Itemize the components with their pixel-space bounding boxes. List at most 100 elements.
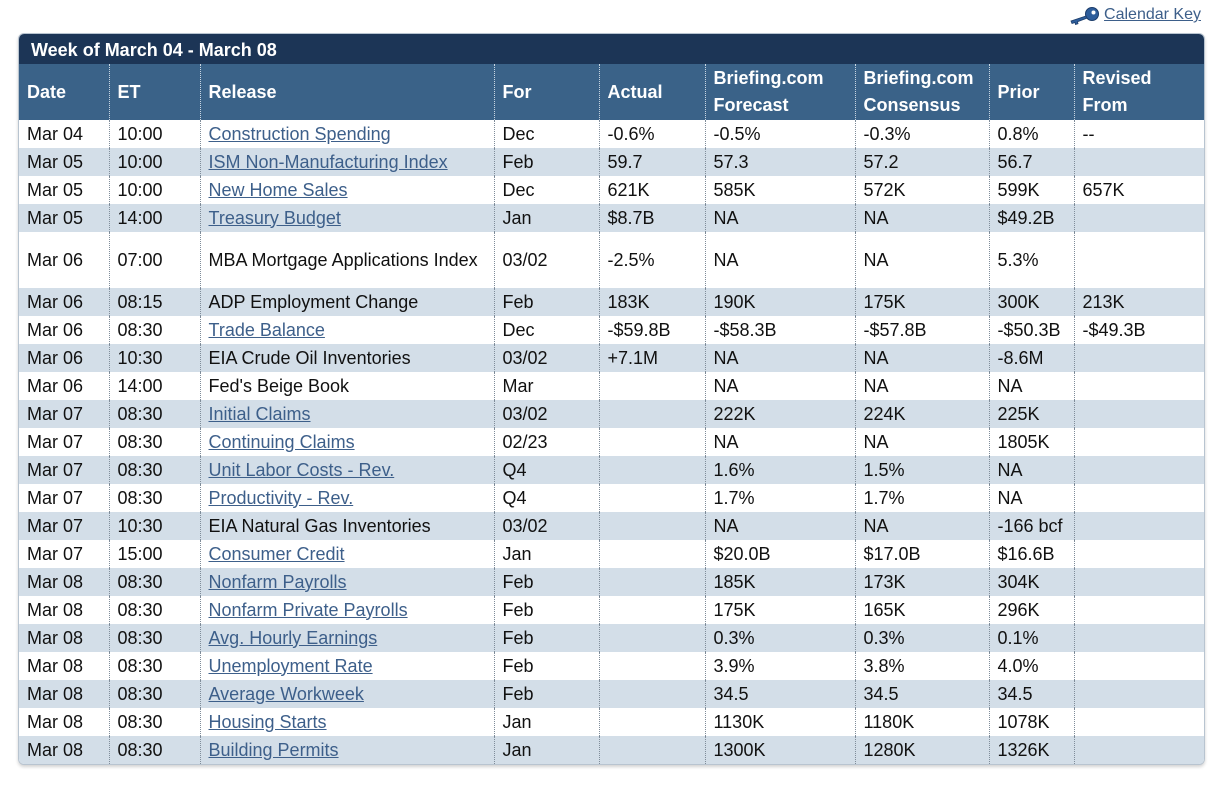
cell-prior: NA: [989, 456, 1075, 484]
cell-actual: -0.6%: [599, 120, 706, 148]
cell-release: Housing Starts: [200, 708, 495, 736]
release-link[interactable]: Initial Claims: [208, 403, 311, 424]
release-link[interactable]: Unemployment Rate: [208, 655, 373, 676]
release-link[interactable]: Trade Balance: [208, 319, 325, 340]
cell-release: Nonfarm Payrolls: [200, 568, 495, 596]
table-row: Mar 05 14:00 Treasury Budget Jan $8.7B NA NA $4…: [19, 204, 1204, 232]
cell-for: Jan: [494, 540, 600, 568]
cell-forecast: $20.0B: [705, 540, 856, 568]
release-link[interactable]: Consumer Credit: [208, 543, 345, 564]
table-row: Mar 04 10:00 Construction Spending Dec -0.6%…: [19, 120, 1204, 148]
cell-for: Jan: [494, 708, 600, 736]
table-row: Mar 06 08:30 Trade Balance Dec -$59.8B -$58.3…: [19, 316, 1204, 344]
cell-forecast: 34.5: [705, 680, 856, 708]
cell-date: Mar 05: [19, 148, 110, 176]
cell-forecast: 175K: [705, 596, 856, 624]
release-link[interactable]: Continuing Claims: [208, 431, 355, 452]
cell-for: 03/02: [494, 512, 600, 540]
cell-release: Productivity - Rev.: [200, 484, 495, 512]
cell-for: Feb: [494, 680, 600, 708]
cell-revised: [1074, 540, 1204, 568]
table-row: Mar 06 08:15 ADP Employment Change Feb 183K 1…: [19, 288, 1204, 316]
cell-prior: -8.6M: [989, 344, 1075, 372]
cell-et: 15:00: [109, 540, 201, 568]
cell-consensus: -$57.8B: [855, 316, 990, 344]
cell-for: 03/02: [494, 232, 600, 288]
cell-for: Mar: [494, 372, 600, 400]
header-forecast-line1: Briefing.com: [713, 68, 824, 88]
cell-release: ISM Non-Manufacturing Index: [200, 148, 495, 176]
cell-date: Mar 08: [19, 624, 110, 652]
calendar-key-link[interactable]: Calendar Key: [1068, 5, 1201, 25]
cell-prior: -$50.3B: [989, 316, 1075, 344]
cell-for: Dec: [494, 316, 600, 344]
cell-prior: 1805K: [989, 428, 1075, 456]
economic-calendar-panel: Week of March 04 - March 08 Date ET Rele…: [18, 33, 1205, 765]
release-link[interactable]: Housing Starts: [208, 711, 327, 732]
cell-actual: [599, 512, 706, 540]
header-release: Release: [200, 64, 495, 120]
release-link[interactable]: Building Permits: [208, 739, 339, 760]
cell-actual: [599, 428, 706, 456]
cell-release: Unemployment Rate: [200, 652, 495, 680]
header-consensus-line1: Briefing.com: [863, 68, 974, 88]
cell-actual: $8.7B: [599, 204, 706, 232]
cell-revised: [1074, 204, 1204, 232]
release-link[interactable]: Nonfarm Payrolls: [208, 571, 347, 592]
cell-forecast: 57.3: [705, 148, 856, 176]
release-link[interactable]: Treasury Budget: [208, 207, 341, 228]
key-icon[interactable]: [1068, 5, 1100, 25]
cell-date: Mar 08: [19, 652, 110, 680]
cell-prior: -166 bcf: [989, 512, 1075, 540]
cell-consensus: 1280K: [855, 736, 990, 764]
cell-et: 08:30: [109, 484, 201, 512]
cell-prior: NA: [989, 372, 1075, 400]
cell-prior: 34.5: [989, 680, 1075, 708]
cell-release: EIA Crude Oil Inventories: [200, 344, 495, 372]
release-link[interactable]: New Home Sales: [208, 179, 348, 200]
cell-for: Jan: [494, 204, 600, 232]
release-link[interactable]: Average Workweek: [208, 683, 364, 704]
cell-release: EIA Natural Gas Inventories: [200, 512, 495, 540]
release-link[interactable]: Nonfarm Private Payrolls: [208, 599, 408, 620]
week-title: Week of March 04 - March 08: [19, 34, 1204, 64]
cell-release: MBA Mortgage Applications Index: [200, 232, 495, 288]
header-date: Date: [19, 64, 110, 120]
cell-release: Continuing Claims: [200, 428, 495, 456]
cell-release: ADP Employment Change: [200, 288, 495, 316]
header-actual: Actual: [599, 64, 706, 120]
cell-revised: [1074, 512, 1204, 540]
cell-consensus: 0.3%: [855, 624, 990, 652]
table-header-row: Date ET Release For Actual Briefing.com F…: [19, 64, 1204, 120]
header-for: For: [494, 64, 600, 120]
cell-actual: 59.7: [599, 148, 706, 176]
calendar-key-label[interactable]: Calendar Key: [1104, 6, 1201, 23]
cell-revised: [1074, 344, 1204, 372]
cell-revised: [1074, 400, 1204, 428]
cell-consensus: NA: [855, 344, 990, 372]
cell-date: Mar 07: [19, 456, 110, 484]
release-link[interactable]: Avg. Hourly Earnings: [208, 627, 378, 648]
header-et: ET: [109, 64, 201, 120]
table-row: Mar 08 08:30 Unemployment Rate Feb 3.9% 3.8% 4…: [19, 652, 1204, 680]
cell-for: Feb: [494, 568, 600, 596]
cell-consensus: NA: [855, 372, 990, 400]
cell-et: 08:30: [109, 680, 201, 708]
table-row: Mar 08 08:30 Avg. Hourly Earnings Feb 0.3% 0.…: [19, 624, 1204, 652]
cell-et: 10:00: [109, 148, 201, 176]
cell-consensus: 165K: [855, 596, 990, 624]
cell-forecast: NA: [705, 428, 856, 456]
cell-for: Q4: [494, 456, 600, 484]
cell-release: Treasury Budget: [200, 204, 495, 232]
release-link[interactable]: Construction Spending: [208, 123, 391, 144]
cell-consensus: 3.8%: [855, 652, 990, 680]
release-link[interactable]: Unit Labor Costs - Rev.: [208, 459, 395, 480]
release-link[interactable]: ISM Non-Manufacturing Index: [208, 151, 448, 172]
release-link[interactable]: Productivity - Rev.: [208, 487, 354, 508]
cell-prior: 304K: [989, 568, 1075, 596]
cell-for: Q4: [494, 484, 600, 512]
table-body: Mar 04 10:00 Construction Spending Dec -0.6%…: [19, 120, 1204, 764]
cell-revised: [1074, 652, 1204, 680]
cell-revised: [1074, 596, 1204, 624]
cell-for: Feb: [494, 288, 600, 316]
